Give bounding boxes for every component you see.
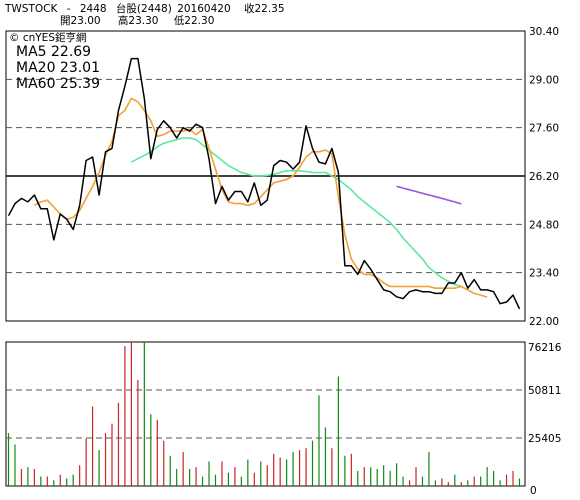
header-close: 收22.35 (244, 2, 285, 15)
header-symbol: TWSTOCK (4, 3, 58, 15)
header-open: 開23.00 (60, 15, 101, 27)
price-tick-label: 24.80 (529, 219, 559, 231)
price-panel: 30.40 29.00 27.60 26.20 24.80 23.40 22.00 © cn… (5, 26, 559, 328)
price-tick-label: 23.40 (529, 268, 559, 280)
price-line (7, 57, 521, 310)
price-tick-label: 30.40 (529, 26, 559, 38)
header-code: 2448 (80, 3, 107, 15)
price-tick-label: 22.00 (529, 316, 559, 328)
header-separator: - (67, 3, 71, 15)
volume-bars (7, 342, 521, 486)
ma20-line (131, 137, 462, 287)
ma5-line (34, 97, 488, 298)
volume-panel-frame (5, 341, 526, 487)
header-date: 20160420 (177, 3, 230, 15)
legend-ma5: MA5 22.69 (16, 44, 91, 60)
price-tick-label: 29.00 (529, 74, 559, 86)
price-tick-label: 27.60 (529, 123, 559, 135)
volume-tick-label: 25405 (528, 433, 561, 445)
credit-text: © cnYES鉅亨網 (9, 31, 86, 44)
volume-axis-ticks: 76216 50811 25405 0 (528, 342, 562, 497)
volume-tick-label: 50811 (528, 385, 561, 397)
volume-grid (6, 389, 525, 439)
volume-panel: 76216 50811 25405 0 (5, 341, 562, 497)
header-market: 台股(2448) (116, 2, 172, 15)
price-tick-label: 26.20 (529, 171, 559, 183)
volume-tick-label: 0 (530, 485, 537, 497)
header-low: 低22.30 (174, 14, 215, 27)
header-line-2: 開23.00 高23.30 低22.30 (60, 14, 214, 27)
price-series (7, 57, 521, 310)
volume-tick-label: 76216 (528, 342, 562, 354)
legend-ma20: MA20 23.01 (16, 60, 100, 76)
price-axis-ticks: 30.40 29.00 27.60 26.20 24.80 23.40 22.00 (529, 26, 559, 328)
legend-ma60: MA60 25.39 (16, 76, 100, 92)
ma60-line (396, 185, 462, 205)
header-line-1: TWSTOCK - 2448 台股(2448) 20160420 收22.35 (4, 2, 285, 15)
header-high: 高23.30 (118, 14, 159, 27)
